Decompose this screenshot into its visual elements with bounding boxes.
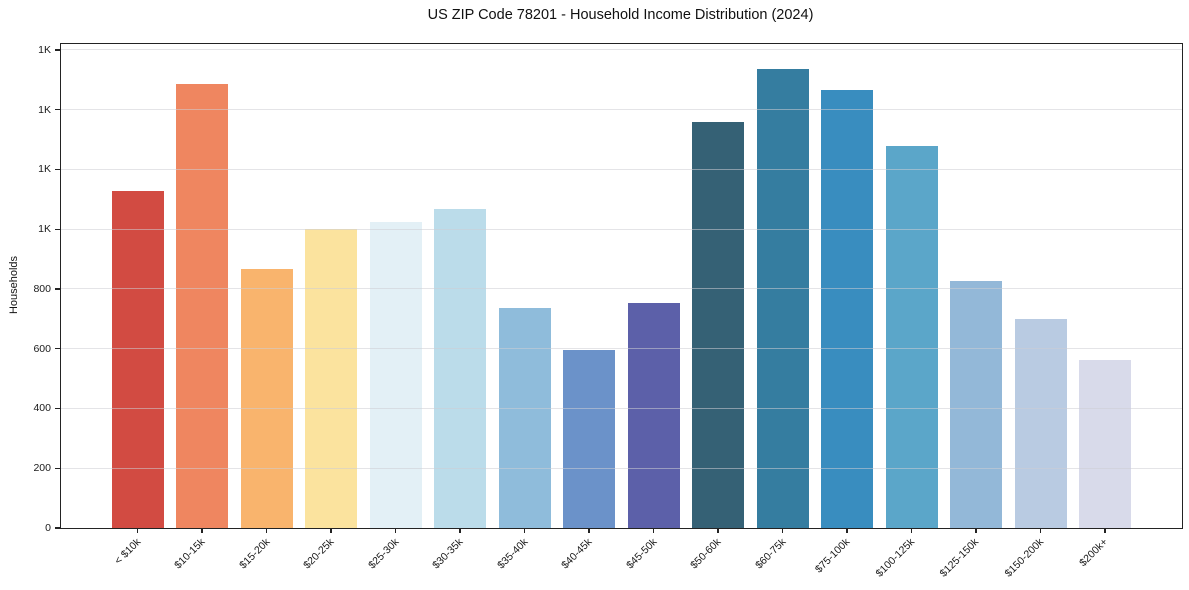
y-tick-label: 1K [38, 43, 51, 56]
y-tick-label: 800 [33, 282, 51, 295]
x-tick-label: $50-60k [688, 536, 724, 572]
bar [434, 208, 486, 528]
x-tick-mark [652, 528, 655, 533]
bar [369, 221, 422, 528]
gridline [61, 109, 1182, 111]
bar [563, 349, 615, 528]
x-tick-label: $75-100k [813, 536, 853, 576]
gridline [61, 49, 1182, 51]
bar [1014, 318, 1067, 528]
bar [692, 121, 744, 528]
plot-area: 0 200 400 600 800 1K 1K 1K 1K < $10k $10-15k $15-20… [33, 43, 1183, 580]
bar [240, 268, 293, 528]
x-tick-label: $45-50k [623, 536, 659, 572]
x-tick-mark [588, 528, 590, 533]
x-tick-label: < $10k [111, 536, 143, 567]
x-tick-mark [265, 528, 268, 533]
y-tick-label: 400 [33, 402, 51, 415]
bar [821, 89, 873, 528]
bar [111, 191, 164, 528]
x-tick-mark [1039, 528, 1042, 533]
bar [950, 280, 1002, 528]
x-tick-mark [846, 528, 848, 533]
x-tick-mark [781, 528, 784, 533]
bar [756, 69, 809, 528]
bar [176, 83, 228, 528]
y-tick-mark [54, 288, 60, 290]
x-tick-mark [394, 528, 397, 533]
x-tick-mark [910, 528, 913, 533]
x-tick-mark [330, 528, 332, 533]
x-tick-label: $125-150k [937, 536, 982, 580]
bar [885, 145, 938, 528]
bar [305, 229, 357, 528]
bar [1079, 360, 1131, 528]
y-tick-label: 200 [33, 462, 51, 475]
y-tick-mark [54, 348, 60, 350]
x-tick-mark [523, 528, 526, 533]
y-tick-label: 1K [38, 103, 51, 116]
gridline [61, 168, 1182, 170]
gridline [61, 228, 1182, 230]
x-tick-label: $150-200k [1002, 536, 1046, 580]
y-tick-mark [54, 168, 60, 171]
y-tick-label: 1K [38, 223, 51, 236]
y-tick-mark [54, 407, 60, 410]
x-tick-label: $10-15k [172, 536, 208, 572]
x-tick-mark [975, 528, 977, 533]
y-tick-mark [54, 109, 60, 111]
bar [627, 303, 680, 528]
x-tick-mark [717, 528, 719, 533]
x-tick-label: $15-20k [236, 536, 272, 572]
x-tick-label: $200k+ [1077, 536, 1111, 570]
x-tick-label: $25-30k [365, 536, 401, 572]
x-tick-label: $20-25k [301, 536, 337, 572]
x-tick-mark [1104, 528, 1106, 533]
bar [498, 308, 551, 528]
x-tick-mark [459, 528, 461, 533]
y-tick-mark [54, 49, 60, 51]
chart-title: US ZIP Code 78201 - Household Income Dis… [427, 7, 814, 23]
y-tick-label: 0 [45, 522, 51, 534]
x-tick-label: $100-125k [873, 536, 917, 580]
y-tick-mark [54, 467, 60, 469]
y-tick-label: 1K [38, 163, 51, 176]
y-tick-mark [54, 228, 60, 230]
x-tick-mark [136, 528, 139, 533]
y-tick-mark [54, 527, 60, 529]
y-tick-label: 600 [33, 342, 51, 355]
x-tick-label: $40-45k [559, 536, 595, 572]
x-tick-label: $60-75k [752, 536, 788, 572]
gridline [61, 288, 1182, 290]
x-tick-mark [201, 528, 203, 533]
y-axis-label: Households [8, 255, 20, 315]
x-tick-label: $35-40k [494, 536, 530, 572]
x-tick-label: $30-35k [430, 536, 466, 572]
